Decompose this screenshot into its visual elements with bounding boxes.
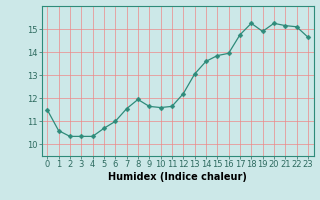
X-axis label: Humidex (Indice chaleur): Humidex (Indice chaleur)	[108, 172, 247, 182]
